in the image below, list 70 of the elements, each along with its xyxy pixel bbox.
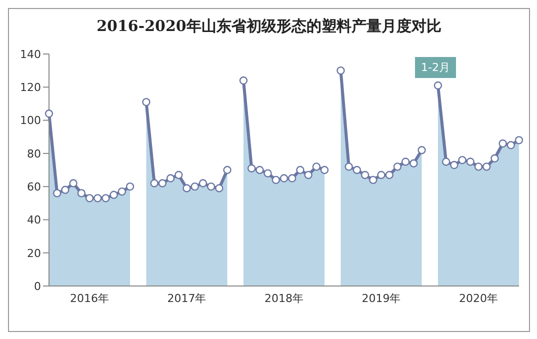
point <box>490 154 499 162</box>
point <box>474 162 483 171</box>
point <box>158 179 167 188</box>
y-tick-label: 100 <box>20 114 41 128</box>
point <box>377 170 386 180</box>
point <box>344 162 353 171</box>
x-tick-label: 2020年 <box>458 292 498 305</box>
y-tick-label: 40 <box>27 214 41 227</box>
y-tick-label: 60 <box>27 180 41 194</box>
chart-title: 2016-2020年山东省初级形态的塑料产量月度对比 <box>96 17 442 36</box>
point <box>69 179 78 188</box>
point <box>498 139 507 148</box>
point <box>514 136 524 144</box>
point <box>198 179 208 188</box>
point <box>272 176 280 184</box>
point <box>401 158 410 166</box>
point <box>336 66 345 75</box>
point <box>442 158 450 166</box>
point <box>352 166 362 174</box>
point <box>223 166 232 174</box>
y-tick-label: 20 <box>27 246 41 260</box>
y-tick-label: 120 <box>20 81 41 94</box>
point <box>126 182 134 191</box>
point <box>206 182 216 191</box>
point <box>61 186 70 194</box>
point <box>182 184 191 192</box>
annotation: 1-2月 <box>415 57 456 78</box>
point <box>247 164 256 172</box>
x-tick-label: 2016年 <box>70 292 110 305</box>
point <box>85 194 94 202</box>
point <box>256 166 264 174</box>
point <box>360 170 370 180</box>
point <box>215 184 224 192</box>
point <box>239 76 248 85</box>
point <box>288 174 296 182</box>
point <box>506 141 515 150</box>
point <box>150 179 158 188</box>
point <box>166 174 175 182</box>
point <box>482 162 491 171</box>
x-tick-label: 2017年 <box>167 292 206 305</box>
point <box>458 156 466 164</box>
point <box>110 190 118 199</box>
point <box>190 182 199 191</box>
point <box>280 174 288 182</box>
point <box>304 170 312 180</box>
y-tick-label: 0 <box>34 280 41 293</box>
point <box>434 81 442 90</box>
point <box>410 159 418 168</box>
point <box>77 189 86 198</box>
x-tick-label: 2018年 <box>264 292 304 305</box>
y-tick-label: 140 <box>20 48 41 61</box>
x-tick-label: 2019年 <box>362 292 401 305</box>
point <box>53 189 62 198</box>
point <box>320 166 329 174</box>
point <box>296 166 304 174</box>
point <box>393 162 402 171</box>
point <box>369 176 378 184</box>
point <box>174 170 183 180</box>
point <box>418 146 426 154</box>
point <box>385 170 394 180</box>
point <box>94 194 102 202</box>
point <box>466 158 474 166</box>
point <box>450 160 458 170</box>
point <box>118 187 126 196</box>
point <box>44 110 54 118</box>
point <box>264 169 272 178</box>
point <box>312 162 321 171</box>
y-tick-label: 80 <box>27 147 41 160</box>
point <box>142 98 150 106</box>
point <box>102 194 110 202</box>
